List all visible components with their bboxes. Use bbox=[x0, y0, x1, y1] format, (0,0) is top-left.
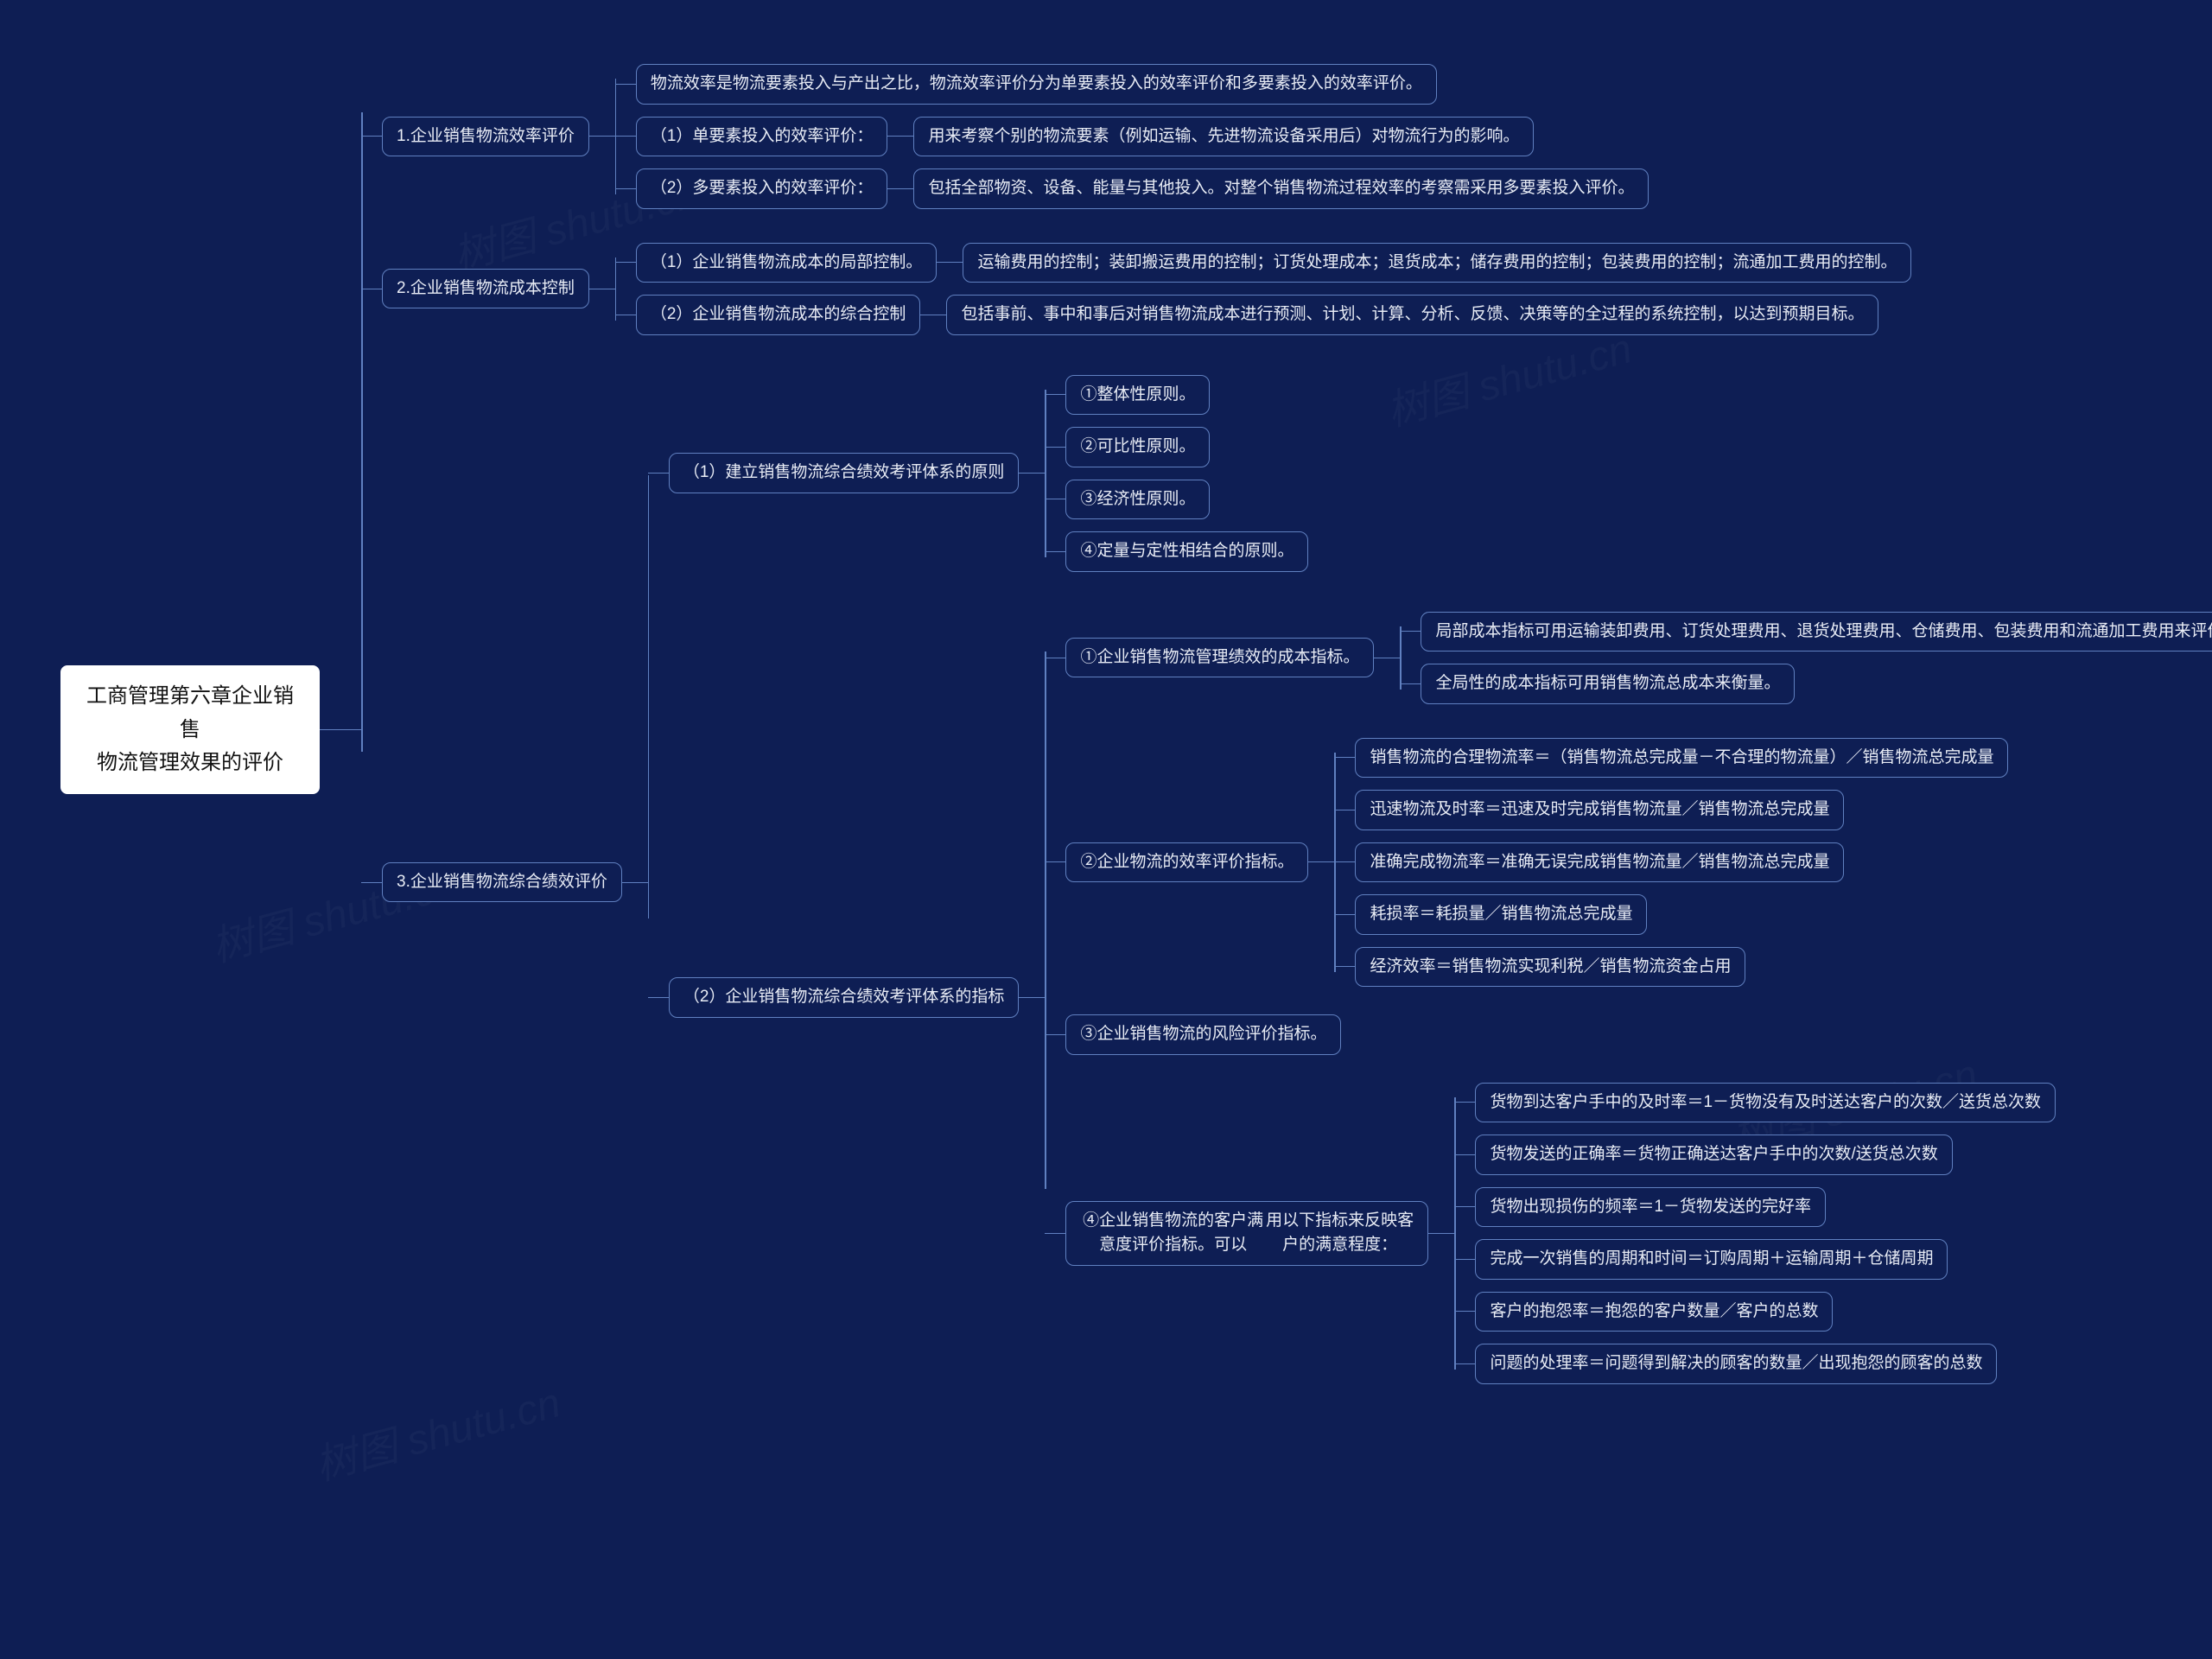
b3-s2-m2-t3: 准确完成物流率＝准确无误完成销售物流量／销售物流总完成量 bbox=[1355, 842, 1844, 883]
b3-s1-p3: ③经济性原则。 bbox=[1065, 480, 1210, 520]
b1-c1-label: （1）单要素投入的效率评价： bbox=[636, 117, 888, 157]
b2-c2-text: 包括事前、事中和事后对销售物流成本进行预测、计划、计算、分析、反馈、决策等的全过… bbox=[946, 295, 1878, 335]
connector bbox=[937, 262, 963, 263]
connector bbox=[1454, 1259, 1475, 1260]
connector bbox=[648, 997, 669, 998]
connector bbox=[361, 882, 382, 883]
connector bbox=[648, 473, 669, 474]
b3-s2-m4-t4: 完成一次销售的周期和时间＝订购周期＋运输周期＋仓储周期 bbox=[1475, 1239, 1948, 1280]
b3-s2-m1: ①企业销售物流管理绩效的成本指标。 局部成本指标可用运输装卸费用、订货处理费用、… bbox=[1045, 606, 2212, 710]
b3-s1-p1: ①整体性原则。 bbox=[1065, 375, 1210, 416]
level1-bracket: 1.企业销售物流效率评价 物流效率是物流要素投入与产出之比，物流效率评价分为单要… bbox=[361, 52, 2212, 1408]
connector bbox=[1454, 1311, 1475, 1312]
b3-s2-m2-t1: 销售物流的合理物流率＝（销售物流总完成量－不合理的物流量）／销售物流总完成量 bbox=[1355, 738, 2008, 779]
connector bbox=[1045, 1034, 1065, 1035]
b3-s1-label: （1）建立销售物流综合绩效考评体系的原则 bbox=[669, 453, 1020, 493]
b3-s2-m4-t5: 客户的抱怨率＝抱怨的客户数量／客户的总数 bbox=[1475, 1292, 1833, 1332]
mindmap-root-container: 工商管理第六章企业销售 物流管理效果的评价 1.企业销售物流效率评价 物流效率是… bbox=[60, 52, 2212, 1408]
connector bbox=[1019, 473, 1045, 474]
b1-c1-text: 用来考察个别的物流要素（例如运输、先进物流设备采用后）对物流行为的影响。 bbox=[913, 117, 1534, 157]
connector bbox=[1334, 757, 1355, 758]
connector bbox=[1019, 997, 1045, 998]
connector bbox=[1400, 631, 1421, 632]
b3-s2-m4-label: ④企业销售物流的客户满意度评价指标。可以 用以下指标来反映客户的满意程度： bbox=[1065, 1201, 1428, 1266]
branch-3: 3.企业销售物流综合绩效评价 （1）建立销售物流综合绩效考评体系的原则 ①整体性… bbox=[361, 363, 2212, 1402]
connector bbox=[615, 262, 636, 263]
connector bbox=[1045, 447, 1065, 448]
connector bbox=[1454, 1102, 1475, 1103]
b3-s1-children: ①整体性原则。 ②可比性原则。 ③经济性原则。 ④定量与定性相结合的原则。 bbox=[1045, 369, 1308, 578]
connector bbox=[1334, 914, 1355, 915]
b3-s2-m2-t5: 经济效率＝销售物流实现利税／销售物流资金占用 bbox=[1355, 947, 1745, 988]
connector bbox=[887, 188, 913, 189]
root-line1: 工商管理第六章企业销售 bbox=[86, 684, 294, 741]
connector bbox=[1454, 1363, 1475, 1364]
connector bbox=[1308, 861, 1334, 862]
connector bbox=[1400, 683, 1421, 684]
b2-children: （1）企业销售物流成本的局部控制。 运输费用的控制；装卸搬运费用的控制；订货处理… bbox=[615, 237, 1912, 341]
b3-s2-m1-t2: 全局性的成本指标可用销售物流总成本来衡量。 bbox=[1421, 664, 1795, 704]
b1-title: 1.企业销售物流效率评价 bbox=[382, 117, 589, 157]
connector bbox=[887, 136, 913, 137]
b3-s2-m2-t4: 耗损率＝耗损量／销售物流总完成量 bbox=[1355, 894, 1647, 935]
connector bbox=[615, 84, 636, 85]
branch-2: 2.企业销售物流成本控制 （1）企业销售物流成本的局部控制。 运输费用的控制；装… bbox=[361, 237, 2212, 341]
b1-c2-label: （2）多要素投入的效率评价： bbox=[636, 168, 888, 209]
b3-s2-m2-label: ②企业物流的效率评价指标。 bbox=[1065, 842, 1308, 883]
connector bbox=[1428, 1233, 1454, 1234]
connector bbox=[589, 136, 615, 137]
b1-c2-text: 包括全部物资、设备、能量与其他投入。对整个销售物流过程效率的考察需采用多要素投入… bbox=[913, 168, 1649, 209]
b3-s2-label: （2）企业销售物流综合绩效考评体系的指标 bbox=[669, 977, 1020, 1018]
b3-title: 3.企业销售物流综合绩效评价 bbox=[382, 862, 622, 903]
b3-s2-m3: ③企业销售物流的风险评价指标。 bbox=[1045, 1014, 2212, 1055]
connector bbox=[1334, 966, 1355, 967]
b3-children: （1）建立销售物流综合绩效考评体系的原则 ①整体性原则。 ②可比性原则。 ③经济… bbox=[648, 363, 2212, 1402]
connector bbox=[1454, 1206, 1475, 1207]
b3-s2-m1-t1: 局部成本指标可用运输装卸费用、订货处理费用、退货处理费用、仓储费用、包装费用和流… bbox=[1421, 612, 2212, 652]
connector bbox=[622, 882, 648, 883]
branch-1: 1.企业销售物流效率评价 物流效率是物流要素投入与产出之比，物流效率评价分为单要… bbox=[361, 58, 2212, 215]
b3-s2-m4-t6: 问题的处理率＝问题得到解决的顾客的数量／出现抱怨的顾客的总数 bbox=[1475, 1344, 1997, 1384]
b3-s2-m4-label-l1: ④企业销售物流的客户满意度评价指标。可以 bbox=[1080, 1209, 1265, 1258]
b3-s1-p4: ④定量与定性相结合的原则。 bbox=[1065, 531, 1308, 572]
root-node: 工商管理第六章企业销售 物流管理效果的评价 bbox=[60, 665, 320, 794]
connector bbox=[1045, 394, 1065, 395]
b3-s2-m1-label: ①企业销售物流管理绩效的成本指标。 bbox=[1065, 638, 1374, 678]
connector bbox=[615, 188, 636, 189]
b3-s2-children: ①企业销售物流管理绩效的成本指标。 局部成本指标可用运输装卸费用、订货处理费用、… bbox=[1045, 600, 2212, 1396]
connector bbox=[1454, 1154, 1475, 1155]
b2-c1-label: （1）企业销售物流成本的局部控制。 bbox=[636, 243, 938, 283]
b3-s2-m4-label-l2: 用以下指标来反映客户的满意程度： bbox=[1266, 1209, 1414, 1258]
b3-s2-m3-label: ③企业销售物流的风险评价指标。 bbox=[1065, 1014, 1341, 1055]
root-line2: 物流管理效果的评价 bbox=[97, 751, 283, 774]
b3-s1: （1）建立销售物流综合绩效考评体系的原则 ①整体性原则。 ②可比性原则。 ③经济… bbox=[648, 369, 2212, 578]
b2-title: 2.企业销售物流成本控制 bbox=[382, 269, 589, 309]
connector bbox=[1045, 551, 1065, 552]
b2-c2-label: （2）企业销售物流成本的综合控制 bbox=[636, 295, 921, 335]
b1-children: 物流效率是物流要素投入与产出之比，物流效率评价分为单要素投入的效率评价和多要素投… bbox=[615, 58, 1649, 215]
b3-s1-p2: ②可比性原则。 bbox=[1065, 427, 1210, 467]
b3-s2-m2: ②企业物流的效率评价指标。 销售物流的合理物流率＝（销售物流总完成量－不合理的物… bbox=[1045, 732, 2212, 994]
connector bbox=[320, 729, 361, 730]
b3-s2-m4-t1: 货物到达客户手中的及时率＝1－货物没有及时送达客户的次数／送货总次数 bbox=[1475, 1083, 2056, 1123]
connector bbox=[1045, 861, 1065, 862]
b3-s2-m1-children: 局部成本指标可用运输装卸费用、订货处理费用、退货处理费用、仓储费用、包装费用和流… bbox=[1400, 606, 2212, 710]
b3-s2-m2-children: 销售物流的合理物流率＝（销售物流总完成量－不合理的物流量）／销售物流总完成量 迅… bbox=[1334, 732, 2008, 994]
b3-s2-m4-t2: 货物发送的正确率＝货物正确送达客户手中的次数/送货总次数 bbox=[1475, 1135, 1952, 1175]
b3-s2: （2）企业销售物流综合绩效考评体系的指标 ①企业销售物流管理绩效的成本指标。 局… bbox=[648, 600, 2212, 1396]
b3-s2-m4-t3: 货物出现损伤的频率＝1－货物发送的完好率 bbox=[1475, 1187, 1826, 1228]
connector bbox=[1334, 861, 1355, 862]
b3-s2-m2-t2: 迅速物流及时率＝迅速及时完成销售物流量／销售物流总完成量 bbox=[1355, 790, 1844, 830]
b3-s2-m4-children: 货物到达客户手中的及时率＝1－货物没有及时送达客户的次数／送货总次数 货物发送的… bbox=[1454, 1077, 2056, 1390]
b3-s2-m4: ④企业销售物流的客户满意度评价指标。可以 用以下指标来反映客户的满意程度： 货物… bbox=[1045, 1077, 2212, 1390]
connector bbox=[361, 136, 382, 137]
connector bbox=[1045, 1233, 1065, 1234]
connector bbox=[615, 136, 636, 137]
b1-c0: 物流效率是物流要素投入与产出之比，物流效率评价分为单要素投入的效率评价和多要素投… bbox=[636, 64, 1437, 105]
b2-c1-text: 运输费用的控制；装卸搬运费用的控制；订货处理成本；退货成本；储存费用的控制；包装… bbox=[963, 243, 1911, 283]
